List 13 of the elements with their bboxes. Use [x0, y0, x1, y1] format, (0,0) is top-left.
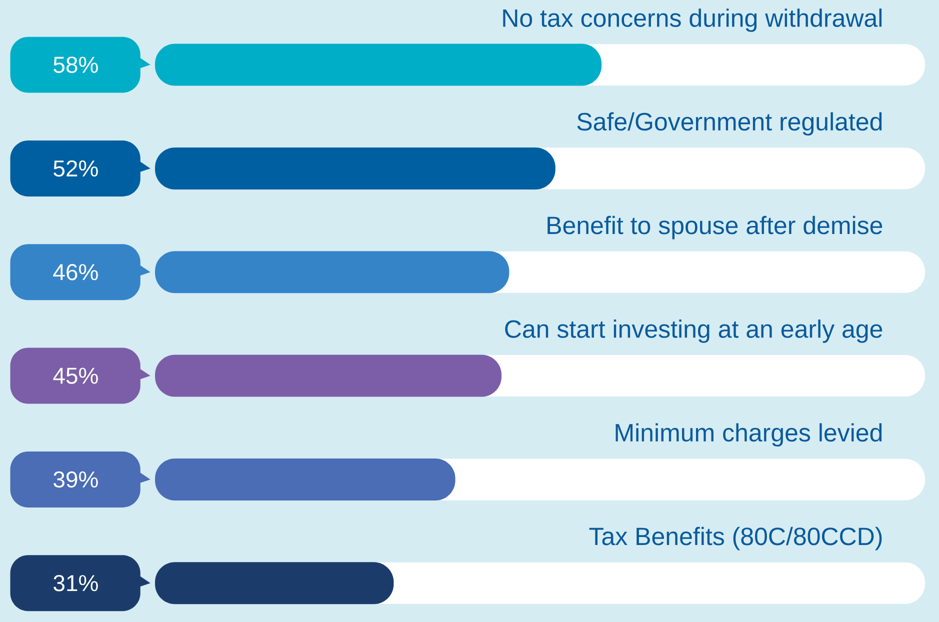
data-label: 46% [53, 264, 98, 280]
y-tick-label: Minimum charges levied [616, 423, 882, 447]
y-tick-label: Tax Benefits (80C/80CCD) [589, 526, 882, 550]
y-tick-label: No tax concerns during withdrawal [503, 8, 882, 32]
data-label: 39% [54, 471, 98, 488]
data-label: 58% [54, 56, 98, 73]
data-label: 45% [53, 368, 98, 384]
data-label: 52% [54, 160, 98, 177]
data-label: 31% [54, 574, 98, 592]
y-tick-label: Benefit to spouse after demise [548, 216, 882, 240]
bar [155, 562, 394, 604]
y-tick-label: Safe/Government regulated [577, 112, 882, 136]
y-tick-label: Can start investing at an early age [505, 320, 882, 343]
